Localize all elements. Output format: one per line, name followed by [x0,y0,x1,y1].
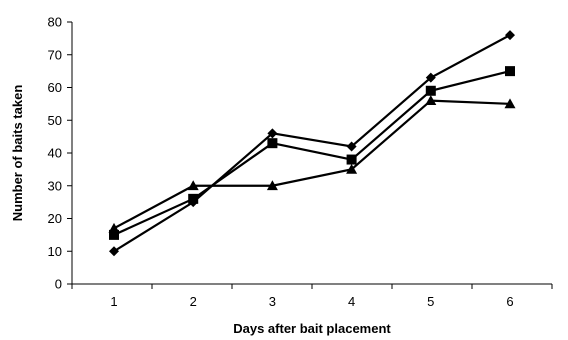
data-point-square [505,66,515,77]
data-point-square [109,229,119,240]
y-tick-label: 60 [48,80,62,95]
data-point-diamond [505,30,515,41]
x-tick-label: 6 [506,294,513,309]
x-tick-label: 3 [269,294,276,309]
x-tick-label: 5 [427,294,434,309]
series-diamond [109,30,515,257]
y-tick-label: 50 [48,113,62,128]
y-axis-title: Number of baits taken [10,85,25,222]
y-tick-label: 0 [55,277,62,292]
x-axis-title: Days after bait placement [233,321,391,336]
data-point-triangle [504,98,516,109]
x-tick-label: 4 [348,294,355,309]
series-line [113,34,511,253]
data-point-diamond [109,246,119,257]
data-point-triangle [187,180,199,191]
y-tick-label: 20 [48,211,62,226]
data-point-diamond [425,72,436,83]
data-point-diamond [346,141,357,152]
data-point-triangle [266,180,278,191]
plot-area [108,30,516,257]
y-tick-label: 10 [48,244,62,259]
data-point-square [267,138,278,149]
data-point-diamond [267,128,278,139]
x-tick-label: 1 [110,294,117,309]
data-point-triangle [425,95,437,105]
x-axis: 1 2 3 4 5 6 [71,283,553,309]
y-tick-label: 70 [48,47,62,62]
data-point-triangle [346,163,358,174]
y-tick-label: 30 [48,178,62,193]
data-point-square [188,193,199,204]
y-axis: 0 10 20 30 40 50 60 70 80 [48,15,73,292]
data-point-square [425,85,436,96]
y-tick-label: 80 [48,15,62,30]
series-line [113,99,511,230]
series-line [113,70,511,236]
data-point-triangle [108,222,120,233]
series-triangle [108,95,516,233]
y-tick-label: 40 [48,146,62,161]
data-point-square [346,154,357,165]
series-square [109,66,515,240]
x-tick-label: 2 [190,294,197,309]
